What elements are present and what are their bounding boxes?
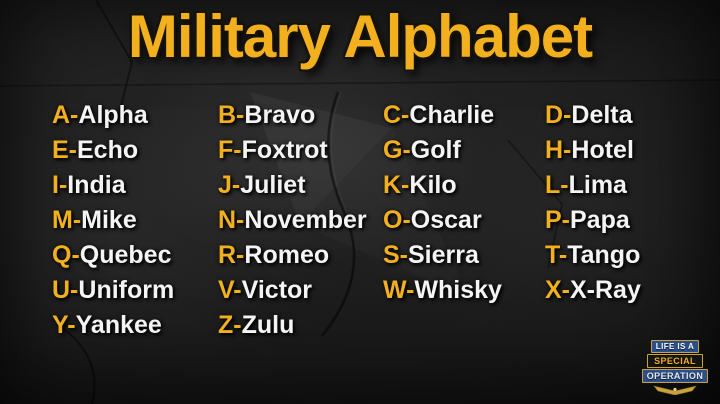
logo-line-2: SPECIAL (647, 354, 703, 368)
entry-letter: Q- (52, 241, 80, 269)
entry-letter: O- (383, 206, 411, 234)
alphabet-entry-xray: X-X-Ray (545, 276, 712, 305)
entry-word: Uniform (78, 276, 175, 304)
entry-word: X-Ray (570, 276, 641, 304)
entry-word: Zulu (241, 311, 295, 339)
entry-letter: F- (218, 136, 242, 164)
alphabet-entry-hotel: H-Hotel (545, 136, 712, 165)
entry-word: Golf (410, 136, 461, 164)
entry-word: Sierra (408, 241, 479, 269)
entry-letter: M- (52, 206, 82, 234)
entry-word: Echo (77, 136, 139, 164)
entry-word: Delta (571, 101, 633, 129)
alphabet-entry-bravo: B-Bravo (218, 101, 383, 130)
entry-letter: S- (383, 241, 408, 269)
entry-word: Bravo (244, 101, 316, 129)
alphabet-entry-victor: V-Victor (218, 276, 383, 305)
logo-line-3: OPERATION (641, 369, 709, 383)
entry-letter: H- (545, 136, 572, 164)
entry-word: Charlie (409, 101, 495, 129)
entry-word: Lima (568, 171, 627, 199)
alphabet-entry-oscar: O-Oscar (383, 206, 545, 235)
alphabet-entry-whisky: W-Whisky (383, 276, 545, 305)
life-is-a-special-operation-logo: LIFE IS A SPECIAL OPERATION (640, 340, 710, 395)
entry-letter: Y- (52, 311, 76, 339)
entry-word: Mike (81, 206, 137, 234)
entry-letter: G- (383, 136, 411, 164)
alphabet-entry-delta: D-Delta (545, 101, 712, 130)
entry-letter: J- (218, 171, 241, 199)
alphabet-entry-lima: L-Lima (545, 171, 712, 200)
entry-letter: B- (218, 101, 245, 129)
entry-letter: X- (545, 276, 570, 304)
alphabet-entry-echo: E-Echo (52, 136, 218, 165)
entry-word: Quebec (79, 241, 172, 269)
entry-letter: P- (545, 206, 570, 234)
entry-letter: U- (52, 276, 79, 304)
entry-word: Foxtrot (241, 136, 328, 164)
alphabet-entry-foxtrot: F-Foxtrot (218, 136, 383, 165)
page-title: Military Alphabet (127, 3, 593, 70)
alphabet-entry-golf: G-Golf (383, 136, 545, 165)
alphabet-entry-uniform: U-Uniform (52, 276, 218, 305)
entry-letter: K- (383, 171, 410, 199)
alphabet-entry-quebec: Q-Quebec (52, 241, 218, 270)
entry-letter: A- (52, 101, 79, 129)
laurel-wing-icon (653, 385, 697, 395)
entry-word: India (67, 171, 126, 199)
logo-line-1: LIFE IS A (650, 340, 700, 353)
alphabet-entry-kilo: K-Kilo (383, 171, 545, 200)
alphabet-entry-charlie: C-Charlie (383, 101, 545, 130)
entry-word: November (244, 206, 367, 234)
entry-word: Kilo (409, 171, 457, 199)
alphabet-entry-tango: T-Tango (545, 241, 712, 270)
entry-word: Whisky (414, 276, 502, 304)
entry-letter: C- (383, 101, 410, 129)
alphabet-entry-yankee: Y-Yankee (52, 311, 218, 340)
entry-letter: E- (52, 136, 77, 164)
alphabet-entry-zulu: Z-Zulu (218, 311, 383, 340)
entry-letter: N- (218, 206, 245, 234)
entry-letter: V- (218, 276, 242, 304)
entry-word: Tango (567, 241, 641, 269)
alphabet-entry-mike: M-Mike (52, 206, 218, 235)
entry-letter: L- (545, 171, 569, 199)
entry-letter: D- (545, 101, 572, 129)
entry-letter: R- (218, 241, 245, 269)
entry-word: Oscar (410, 206, 482, 234)
entry-word: Alpha (78, 101, 148, 129)
alphabet-entry-papa: P-Papa (545, 206, 712, 235)
alphabet-entry-alpha: A-Alpha (52, 101, 218, 130)
entry-letter: I- (52, 171, 68, 199)
entry-word: Hotel (571, 136, 634, 164)
alphabet-entry-november: N-November (218, 206, 383, 235)
alphabet-entry-romeo: R-Romeo (218, 241, 383, 270)
alphabet-grid: A-Alpha B-Bravo C-Charlie D-Delta E-Echo… (52, 98, 712, 343)
entry-word: Victor (241, 276, 313, 304)
entry-word: Romeo (244, 241, 330, 269)
entry-word: Juliet (240, 171, 306, 199)
entry-word: Papa (570, 206, 630, 234)
alphabet-entry-juliet: J-Juliet (218, 171, 383, 200)
alphabet-entry-sierra: S-Sierra (383, 241, 545, 270)
entry-letter: Z- (218, 311, 242, 339)
entry-word: Yankee (75, 311, 162, 339)
entry-letter: T- (545, 241, 568, 269)
entry-letter: W- (383, 276, 415, 304)
alphabet-entry-india: I-India (52, 171, 218, 200)
